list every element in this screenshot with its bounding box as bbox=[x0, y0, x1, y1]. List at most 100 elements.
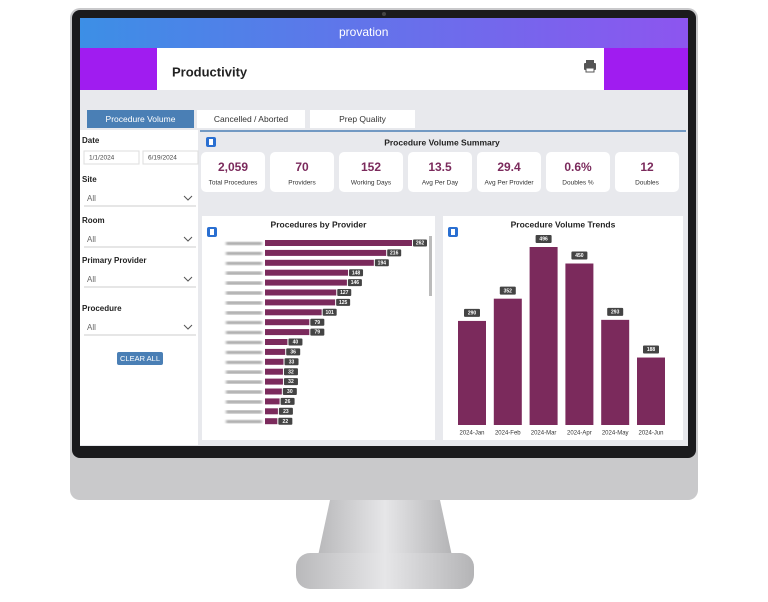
tab[interactable] bbox=[197, 110, 305, 128]
blurred-name bbox=[226, 321, 262, 325]
kpi-value: 70 bbox=[295, 160, 309, 174]
value-label: 23 bbox=[283, 409, 289, 415]
bar bbox=[265, 240, 412, 246]
date-input[interactable] bbox=[83, 150, 140, 165]
tab[interactable] bbox=[310, 110, 415, 128]
bar bbox=[265, 259, 374, 266]
kpi-value: 0.6% bbox=[564, 160, 592, 174]
bar bbox=[265, 388, 282, 395]
value-label-bg bbox=[283, 368, 298, 376]
value-label-bg bbox=[283, 378, 298, 386]
value-label-bg bbox=[310, 328, 325, 336]
date-input[interactable] bbox=[142, 150, 199, 165]
filter-label: Procedure bbox=[82, 304, 122, 313]
kpi-value: 2,059 bbox=[218, 160, 248, 174]
date-value: 1/1/2024 bbox=[89, 155, 115, 162]
blurred-name bbox=[226, 341, 262, 344]
blurred-name bbox=[226, 251, 262, 255]
blurred-name bbox=[226, 301, 262, 305]
dropdown-arrow[interactable] bbox=[183, 276, 193, 282]
blurred-name bbox=[226, 271, 262, 275]
bar bbox=[265, 378, 283, 385]
dropdown-arrow[interactable] bbox=[183, 324, 193, 330]
value-label: 79 bbox=[315, 330, 321, 336]
dropdown-value: All bbox=[87, 194, 96, 203]
blurred-name bbox=[226, 360, 262, 364]
summary-title: Procedure Volume Summary bbox=[384, 137, 500, 147]
value-label-bg bbox=[310, 318, 325, 326]
blurred-name bbox=[226, 311, 262, 315]
value-label-bg bbox=[347, 279, 362, 287]
bar bbox=[565, 263, 594, 425]
value-label-bg bbox=[284, 358, 299, 366]
value-label: 26 bbox=[285, 399, 291, 405]
blurred-name bbox=[226, 410, 262, 414]
dropdown-value: All bbox=[87, 323, 96, 332]
value-label: 22 bbox=[283, 419, 289, 425]
value-label-bg bbox=[286, 348, 301, 356]
value-label-bg bbox=[413, 239, 427, 247]
value-label: 101 bbox=[325, 310, 334, 316]
brand: provation bbox=[339, 25, 388, 39]
export-icon-inner bbox=[210, 229, 214, 235]
tab-label: Cancelled / Aborted bbox=[214, 114, 288, 124]
bar bbox=[601, 319, 630, 425]
bar bbox=[265, 289, 337, 296]
bar bbox=[265, 418, 278, 425]
kpi-label: Working Days bbox=[351, 180, 392, 187]
value-label: 146 bbox=[351, 280, 360, 286]
value-label: 36 bbox=[290, 350, 296, 356]
blurred-name bbox=[226, 400, 262, 404]
blurred-name bbox=[226, 420, 262, 424]
value-label: 33 bbox=[289, 359, 295, 365]
value-label: 496 bbox=[539, 237, 548, 243]
value-label-bg bbox=[607, 307, 624, 316]
kpi-card bbox=[546, 152, 610, 192]
x-tick-label: 2024-Apr bbox=[567, 431, 592, 437]
value-label: 352 bbox=[504, 288, 513, 294]
blurred-name bbox=[226, 261, 262, 265]
kpi-card bbox=[477, 152, 541, 192]
value-label-bg bbox=[387, 249, 402, 257]
clear-label: CLEAR ALL bbox=[120, 354, 160, 363]
bar bbox=[265, 299, 336, 306]
value-label-bg bbox=[464, 308, 480, 317]
stand-neck bbox=[318, 500, 452, 556]
kpi-card bbox=[408, 152, 472, 192]
export-icon-inner bbox=[451, 229, 455, 235]
kpi-card bbox=[201, 152, 265, 192]
kpi-card bbox=[615, 152, 679, 192]
x-tick-label: 2024-Jan bbox=[459, 431, 484, 437]
bar bbox=[265, 329, 310, 336]
bar bbox=[265, 319, 310, 326]
dropdown-arrow[interactable] bbox=[183, 195, 193, 201]
stand-base bbox=[296, 553, 474, 589]
summary-header bbox=[201, 136, 684, 148]
kpi-value: 29.4 bbox=[497, 160, 521, 174]
bar bbox=[265, 398, 280, 405]
tab[interactable] bbox=[87, 110, 194, 128]
value-label: 188 bbox=[647, 347, 656, 353]
dropdown-value: All bbox=[87, 235, 96, 244]
kpi-card bbox=[270, 152, 334, 192]
scrollbar bbox=[429, 236, 432, 296]
bar bbox=[529, 247, 558, 425]
value-label-bg bbox=[643, 345, 659, 354]
value-label: 79 bbox=[315, 320, 321, 326]
dropdown-value: All bbox=[87, 275, 96, 284]
bar bbox=[265, 368, 283, 375]
value-label: 32 bbox=[288, 369, 294, 375]
value-label: 262 bbox=[416, 241, 425, 247]
dropdown-arrow[interactable] bbox=[183, 236, 193, 242]
value-label-bg bbox=[336, 298, 351, 306]
filter-label: Date bbox=[82, 136, 100, 145]
value-label: 450 bbox=[575, 253, 584, 259]
kpi-value: 13.5 bbox=[428, 160, 452, 174]
value-label-bg bbox=[571, 251, 588, 260]
kpi-label: Doubles bbox=[635, 180, 660, 187]
clear-button[interactable] bbox=[117, 352, 163, 365]
page-title: Productivity bbox=[172, 64, 248, 79]
print-icon[interactable] bbox=[584, 60, 596, 73]
camera bbox=[382, 12, 386, 16]
